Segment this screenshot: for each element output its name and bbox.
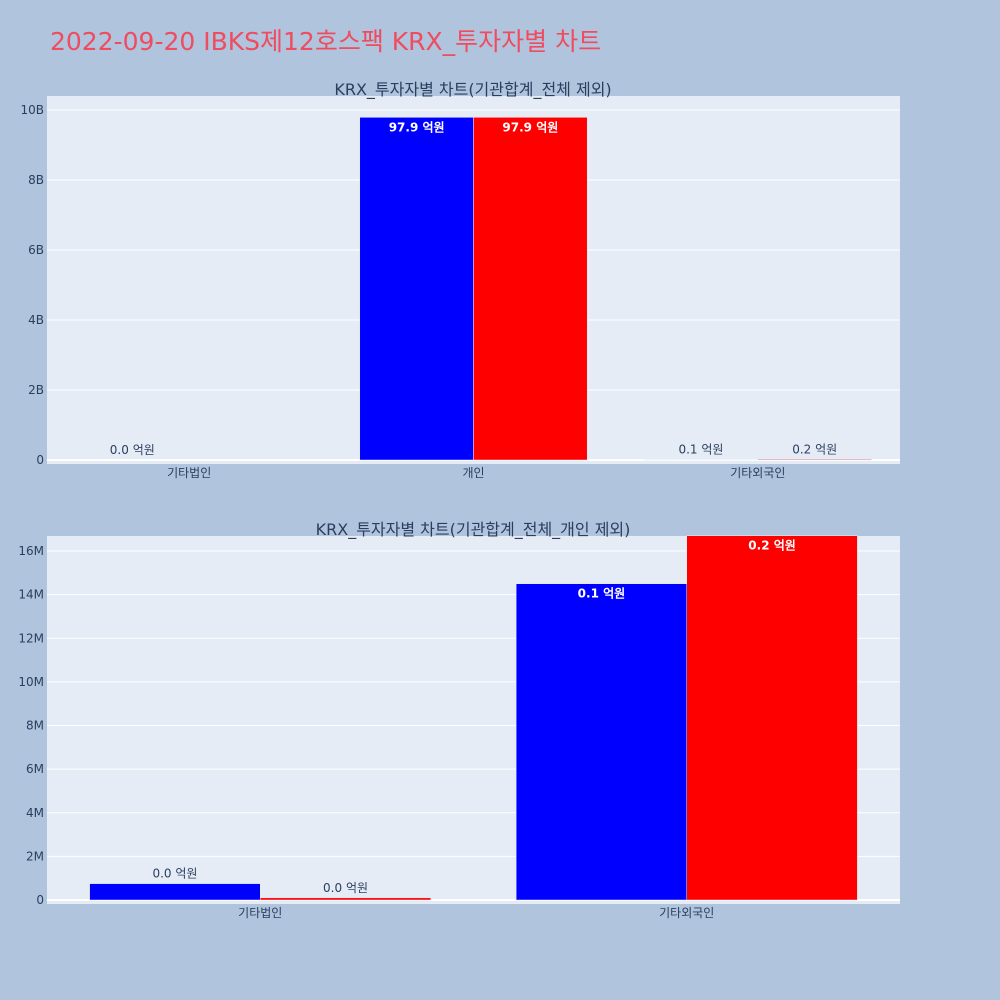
page-title: 2022-09-20 IBKS제12호스팩 KRX_투자자별 차트 — [50, 27, 602, 56]
y-tick-label: 4M — [26, 806, 44, 820]
bar — [686, 535, 858, 901]
bar — [473, 117, 588, 461]
y-tick-label: 6B — [28, 243, 44, 257]
chart-title: KRX_투자자별 차트(기관합계_전체_개인 제외) — [316, 520, 631, 540]
data-label: 0.0 억원 — [323, 881, 368, 895]
x-tick-label: 기타외국인 — [730, 466, 785, 480]
y-tick-label: 14M — [18, 588, 44, 602]
x-tick-label: 개인 — [462, 466, 484, 480]
data-label: 97.9 억원 — [389, 120, 445, 134]
y-tick-label: 8B — [28, 173, 44, 187]
y-tick-label: 12M — [18, 631, 44, 645]
y-tick-label: 6M — [26, 762, 44, 776]
data-label: 0.0 억원 — [110, 443, 155, 457]
y-tick-label: 0 — [36, 453, 44, 467]
x-tick-label: 기타외국인 — [659, 906, 714, 920]
data-label: 0.0 억원 — [152, 867, 197, 881]
data-label: 0.2 억원 — [792, 442, 837, 456]
data-label: 0.1 억원 — [678, 443, 723, 457]
y-tick-label: 2M — [26, 849, 44, 863]
y-tick-label: 8M — [26, 719, 44, 733]
bar — [359, 117, 474, 461]
bar — [515, 583, 688, 901]
y-tick-label: 0 — [36, 893, 44, 907]
bar — [89, 883, 261, 901]
chart-2: 0 2M 4M 6M 8M 10M 12M 14M 16M 기타법인 0.0 억원 0.0 억원기타외… — [18, 520, 900, 920]
data-label: 0.1 억원 — [578, 587, 626, 601]
y-tick-label: 10B — [20, 103, 44, 117]
data-label: 0.2 억원 — [748, 539, 796, 553]
y-tick-label: 10M — [18, 675, 44, 689]
chart-title: KRX_투자자별 차트(기관합계_전체 제외) — [334, 80, 611, 100]
bar — [757, 459, 872, 461]
x-tick-label: 기타법인 — [167, 466, 211, 480]
y-tick-label: 2B — [28, 383, 44, 397]
data-label: 97.9 억원 — [502, 120, 558, 134]
x-tick-label: 기타법인 — [238, 906, 282, 920]
y-tick-label: 16M — [18, 544, 44, 558]
bar — [260, 897, 432, 901]
y-tick-label: 4B — [28, 313, 44, 327]
